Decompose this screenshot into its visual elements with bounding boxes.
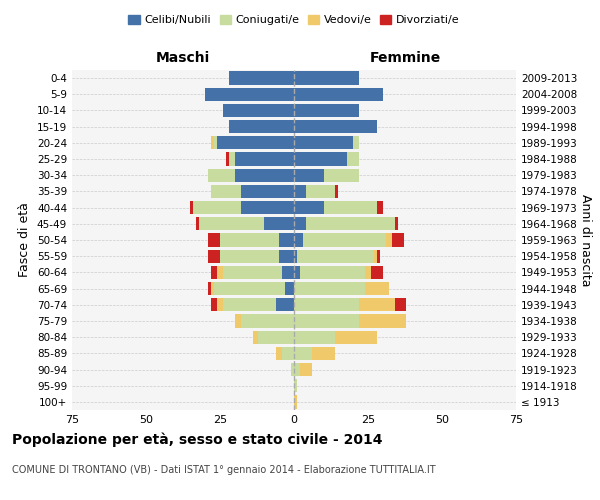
Bar xyxy=(205,88,294,101)
Bar xyxy=(294,379,297,392)
Bar xyxy=(235,314,241,328)
Bar xyxy=(294,185,306,198)
Bar xyxy=(229,120,294,134)
Bar xyxy=(265,217,294,230)
Bar xyxy=(253,330,259,344)
Bar xyxy=(214,136,217,149)
Bar xyxy=(294,88,383,101)
Bar xyxy=(220,234,279,246)
Bar xyxy=(294,396,297,408)
Bar xyxy=(241,314,294,328)
Bar xyxy=(208,234,220,246)
Bar xyxy=(276,298,294,312)
Bar xyxy=(193,201,241,214)
Bar xyxy=(199,217,265,230)
Bar xyxy=(323,168,359,182)
Bar xyxy=(294,330,335,344)
Legend: Celibi/Nubili, Coniugati/e, Vedovi/e, Divorziati/e: Celibi/Nubili, Coniugati/e, Vedovi/e, Di… xyxy=(124,10,464,30)
Bar xyxy=(377,201,383,214)
Bar xyxy=(297,250,374,263)
Bar xyxy=(377,250,380,263)
Text: Femmine: Femmine xyxy=(370,51,440,65)
Bar xyxy=(365,266,371,279)
Bar xyxy=(211,136,214,149)
Bar xyxy=(214,282,285,295)
Bar xyxy=(294,104,359,117)
Bar xyxy=(294,298,359,312)
Bar xyxy=(353,136,359,149)
Bar xyxy=(294,363,300,376)
Bar xyxy=(241,185,294,198)
Bar xyxy=(323,201,377,214)
Bar xyxy=(294,201,323,214)
Bar xyxy=(294,234,303,246)
Bar xyxy=(386,234,392,246)
Bar xyxy=(347,152,359,166)
Bar xyxy=(294,217,306,230)
Bar xyxy=(196,217,199,230)
Bar xyxy=(335,330,377,344)
Bar xyxy=(294,120,377,134)
Bar xyxy=(371,266,383,279)
Bar xyxy=(294,266,300,279)
Bar xyxy=(294,152,347,166)
Bar xyxy=(211,282,214,295)
Bar xyxy=(392,234,404,246)
Text: Maschi: Maschi xyxy=(156,51,210,65)
Bar xyxy=(312,346,335,360)
Bar xyxy=(220,250,279,263)
Bar xyxy=(223,298,276,312)
Bar xyxy=(395,298,406,312)
Bar xyxy=(211,266,217,279)
Bar xyxy=(294,282,365,295)
Bar xyxy=(303,234,386,246)
Bar xyxy=(294,168,323,182)
Bar xyxy=(306,185,335,198)
Bar xyxy=(208,250,220,263)
Bar xyxy=(306,217,395,230)
Bar xyxy=(294,346,312,360)
Bar xyxy=(223,104,294,117)
Bar xyxy=(300,363,312,376)
Bar xyxy=(300,266,365,279)
Bar xyxy=(211,298,217,312)
Bar xyxy=(335,185,338,198)
Bar xyxy=(208,168,235,182)
Bar xyxy=(259,330,294,344)
Bar xyxy=(294,72,359,85)
Bar xyxy=(279,250,294,263)
Bar xyxy=(291,363,294,376)
Bar xyxy=(226,152,229,166)
Bar xyxy=(241,201,294,214)
Bar xyxy=(217,136,294,149)
Bar xyxy=(282,346,294,360)
Bar xyxy=(276,346,282,360)
Bar xyxy=(359,314,406,328)
Bar xyxy=(365,282,389,295)
Bar xyxy=(294,250,297,263)
Bar xyxy=(374,250,377,263)
Y-axis label: Anni di nascita: Anni di nascita xyxy=(578,194,592,286)
Bar xyxy=(294,314,359,328)
Bar xyxy=(285,282,294,295)
Bar xyxy=(279,234,294,246)
Bar xyxy=(235,168,294,182)
Bar xyxy=(190,201,193,214)
Y-axis label: Fasce di età: Fasce di età xyxy=(19,202,31,278)
Bar xyxy=(211,185,241,198)
Bar xyxy=(223,266,282,279)
Bar xyxy=(217,266,223,279)
Bar xyxy=(395,217,398,230)
Bar xyxy=(208,282,211,295)
Text: COMUNE DI TRONTANO (VB) - Dati ISTAT 1° gennaio 2014 - Elaborazione TUTTITALIA.I: COMUNE DI TRONTANO (VB) - Dati ISTAT 1° … xyxy=(12,465,436,475)
Bar xyxy=(282,266,294,279)
Text: Popolazione per età, sesso e stato civile - 2014: Popolazione per età, sesso e stato civil… xyxy=(12,432,383,447)
Bar xyxy=(359,298,395,312)
Bar xyxy=(229,72,294,85)
Bar xyxy=(235,152,294,166)
Bar xyxy=(217,298,223,312)
Bar xyxy=(294,136,353,149)
Bar xyxy=(229,152,235,166)
